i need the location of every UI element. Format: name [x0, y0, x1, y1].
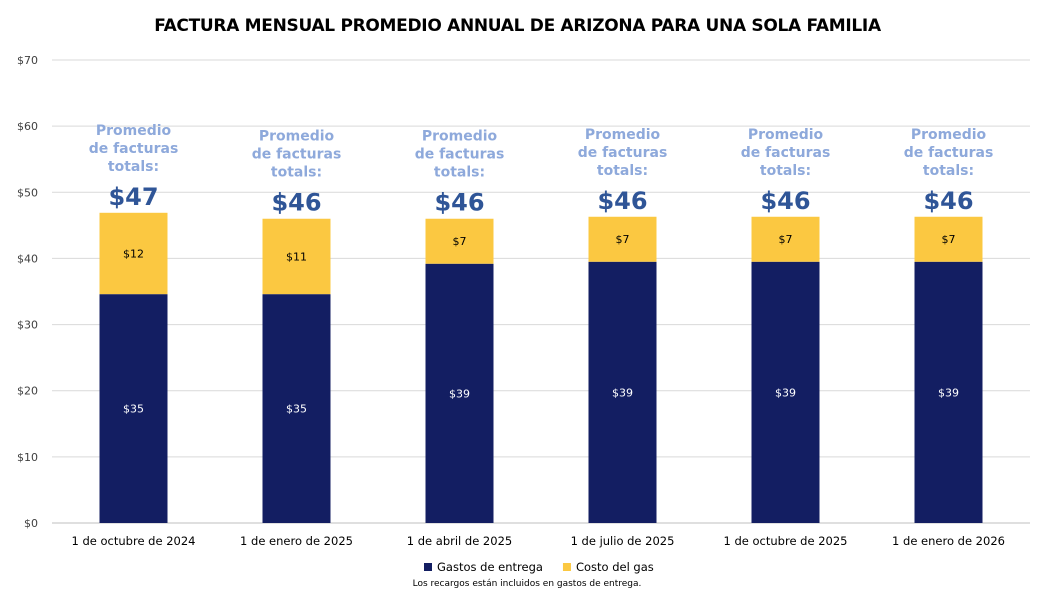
- total-annotation-label: Promedio: [585, 127, 661, 143]
- bar-gas: [751, 216, 820, 262]
- data-label: $39: [612, 386, 633, 399]
- total-annotation-label: Promedio: [259, 129, 335, 145]
- bar-gas: [914, 216, 983, 262]
- data-label: $7: [453, 235, 467, 248]
- total-value: $46: [434, 189, 484, 217]
- y-tick-label: $20: [17, 385, 38, 398]
- bar-gas: [262, 218, 331, 295]
- legend-label: Costo del gas: [576, 560, 654, 574]
- total-annotation-label: de facturas: [578, 145, 668, 161]
- bar-delivery: [425, 263, 494, 523]
- total-annotation-label: de facturas: [415, 147, 505, 163]
- total-annotation-label: totals:: [434, 165, 485, 181]
- data-label: $39: [938, 386, 959, 399]
- data-label: $7: [942, 233, 956, 246]
- bar-gas: [99, 212, 168, 295]
- bar-delivery: [914, 261, 983, 523]
- legend-swatch: [562, 563, 571, 571]
- legend-swatch: [424, 563, 432, 571]
- x-tick-label: 1 de octubre de 2025: [724, 534, 848, 548]
- total-annotation-label: totals:: [108, 159, 159, 175]
- chart-title: FACTURA MENSUAL PROMEDIO ANNUAL DE ARIZO…: [154, 16, 881, 36]
- total-value: $46: [597, 187, 647, 215]
- y-tick-label: $50: [17, 186, 38, 199]
- bar-gas: [425, 218, 494, 264]
- total-annotation-label: Promedio: [422, 129, 498, 145]
- bar-delivery: [262, 294, 331, 523]
- total-annotation-label: Promedio: [96, 123, 172, 139]
- bar-delivery: [588, 261, 657, 523]
- x-tick-label: 1 de octubre de 2024: [72, 534, 196, 548]
- x-tick-label: 1 de enero de 2026: [892, 534, 1005, 548]
- y-tick-label: $0: [24, 517, 38, 530]
- total-annotation-label: Promedio: [911, 127, 987, 143]
- y-tick-label: $10: [17, 451, 38, 464]
- y-tick-label: $70: [17, 54, 38, 67]
- data-label: $39: [775, 386, 796, 399]
- total-annotation-label: totals:: [271, 165, 322, 181]
- y-tick-label: $30: [17, 319, 38, 332]
- total-value: $46: [760, 187, 810, 215]
- total-annotation-label: totals:: [760, 163, 811, 179]
- bar-delivery: [99, 294, 168, 523]
- total-annotation-label: de facturas: [904, 145, 994, 161]
- total-annotation-label: totals:: [597, 163, 648, 179]
- bar-gas: [588, 216, 657, 262]
- total-value: $46: [923, 187, 973, 215]
- y-tick-label: $40: [17, 252, 38, 265]
- y-tick-label: $60: [17, 120, 38, 133]
- total-annotation-label: de facturas: [89, 141, 179, 157]
- data-label: $7: [616, 233, 630, 246]
- data-label: $35: [286, 403, 307, 416]
- total-annotation-label: totals:: [923, 163, 974, 179]
- total-annotation-label: de facturas: [252, 147, 342, 163]
- x-tick-label: 1 de enero de 2025: [240, 534, 353, 548]
- legend-label: Gastos de entrega: [437, 560, 543, 574]
- x-tick-label: 1 de abril de 2025: [407, 534, 512, 548]
- data-label: $35: [123, 403, 144, 416]
- footnote: Los recargos están incluidos en gastos d…: [413, 579, 642, 589]
- data-label: $12: [123, 247, 144, 260]
- total-annotation-label: de facturas: [741, 145, 831, 161]
- x-tick-label: 1 de julio de 2025: [571, 534, 675, 548]
- total-value: $46: [271, 189, 321, 217]
- total-value: $47: [108, 183, 158, 211]
- data-label: $11: [286, 250, 307, 263]
- bar-delivery: [751, 261, 820, 523]
- total-annotation-label: Promedio: [748, 127, 824, 143]
- data-label: $39: [449, 387, 470, 400]
- data-label: $7: [779, 233, 793, 246]
